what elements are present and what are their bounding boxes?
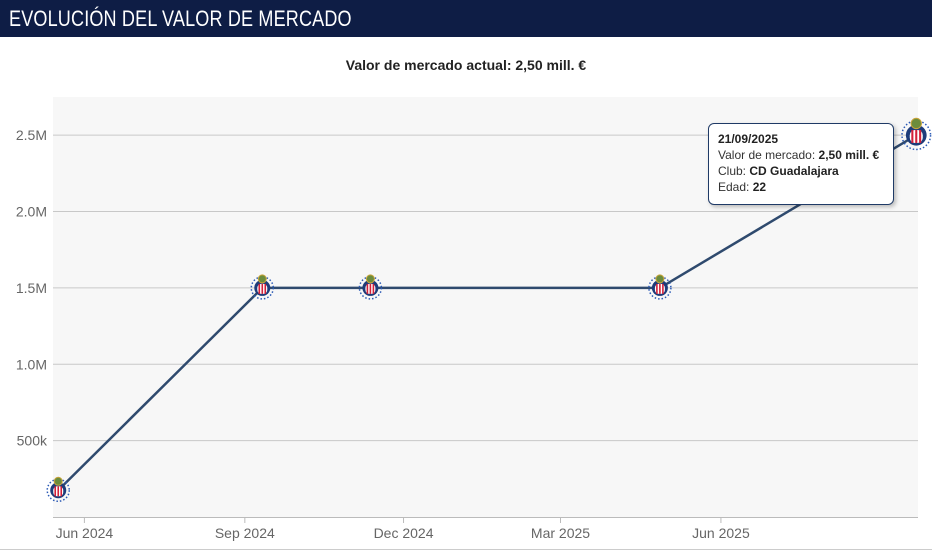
crest-top	[365, 274, 375, 284]
x-tick-label: Mar 2025	[531, 525, 590, 541]
crest-stripe	[264, 283, 267, 294]
crest-stripe	[60, 486, 63, 497]
crest-stripe	[659, 283, 661, 294]
tooltip-value-label: Valor de mercado:	[718, 148, 816, 162]
y-tick-label: 2.0M	[16, 204, 47, 220]
y-tick-label: 500k	[17, 433, 48, 449]
tooltip-age: 22	[752, 180, 767, 194]
crest-top	[53, 476, 63, 486]
tooltip-club: CD Guadalajara	[749, 164, 839, 178]
tooltip-age-label: Edad:	[718, 180, 750, 194]
club-crest-marker	[358, 274, 383, 300]
tooltip-date: 21/09/2025	[718, 132, 779, 146]
x-tick-label: Jun 2024	[56, 525, 114, 541]
y-tick-label: 1.5M	[16, 280, 47, 296]
marker-halo	[46, 478, 70, 503]
club-crest-marker	[250, 274, 275, 300]
crest-stripe	[662, 283, 664, 294]
x-tick-label: Dec 2024	[374, 525, 434, 541]
crest-stripe	[57, 486, 60, 497]
section-title: EVOLUCIÓN DEL VALOR DE MERCADO	[9, 6, 352, 31]
crest-stripe	[915, 129, 918, 143]
crest-stripe	[54, 486, 57, 497]
marker-halo	[648, 276, 672, 300]
tooltip-value: 2,50 mill. €	[818, 148, 880, 162]
crest-top	[257, 274, 267, 284]
crest-stripe	[911, 129, 914, 143]
y-tick-label: 1.0M	[16, 356, 47, 372]
crest-top	[655, 274, 665, 284]
section-header: EVOLUCIÓN DEL VALOR DE MERCADO	[0, 0, 932, 37]
marker-halo	[358, 276, 383, 300]
tooltip-club-label: Club:	[718, 164, 747, 178]
chart-title: Valor de mercado actual: 2,50 mill. €	[345, 57, 587, 73]
club-crest-marker	[648, 274, 672, 300]
x-tick-label: Sep 2024	[215, 525, 275, 541]
crest-stripe	[369, 283, 372, 294]
y-tick-label: 2.5M	[16, 127, 47, 143]
chart-tooltip: 21/09/2025 Valor de mercado: 2,50 mill. …	[708, 123, 894, 205]
crest-stripe	[258, 283, 261, 294]
crest-stripe	[919, 129, 922, 143]
crest-stripe	[366, 283, 369, 294]
crest-stripe	[261, 283, 264, 294]
club-crest-marker	[901, 117, 932, 151]
marker-halo	[250, 276, 275, 300]
crest-top	[910, 117, 922, 130]
club-crest-marker	[46, 476, 70, 503]
crest-stripe	[372, 283, 375, 294]
crest-stripe	[656, 283, 658, 294]
x-tick-label: Jun 2025	[692, 525, 750, 541]
